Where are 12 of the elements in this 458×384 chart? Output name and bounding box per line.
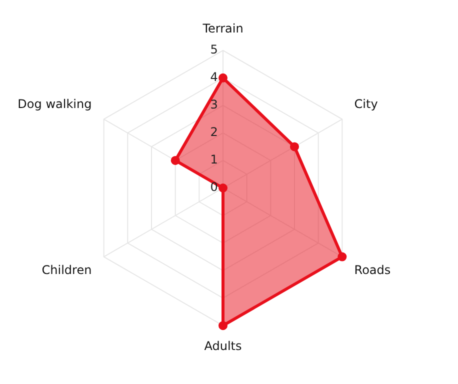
spoke-label: City xyxy=(354,97,378,112)
y-tick-label: 2 xyxy=(210,125,218,140)
y-tick-label: 5 xyxy=(210,42,218,57)
spoke-label: Terrain xyxy=(202,21,244,36)
spoke-label: Adults xyxy=(204,338,242,353)
y-tick-label: 4 xyxy=(210,70,218,84)
y-tick-label: 1 xyxy=(210,152,218,167)
spoke-label: Dog walking xyxy=(18,97,92,112)
y-tick-label: 0 xyxy=(210,180,218,194)
spoke-label: Children xyxy=(42,263,92,278)
spoke-label: Roads xyxy=(354,263,391,278)
y-tick-label: 3 xyxy=(210,98,218,112)
